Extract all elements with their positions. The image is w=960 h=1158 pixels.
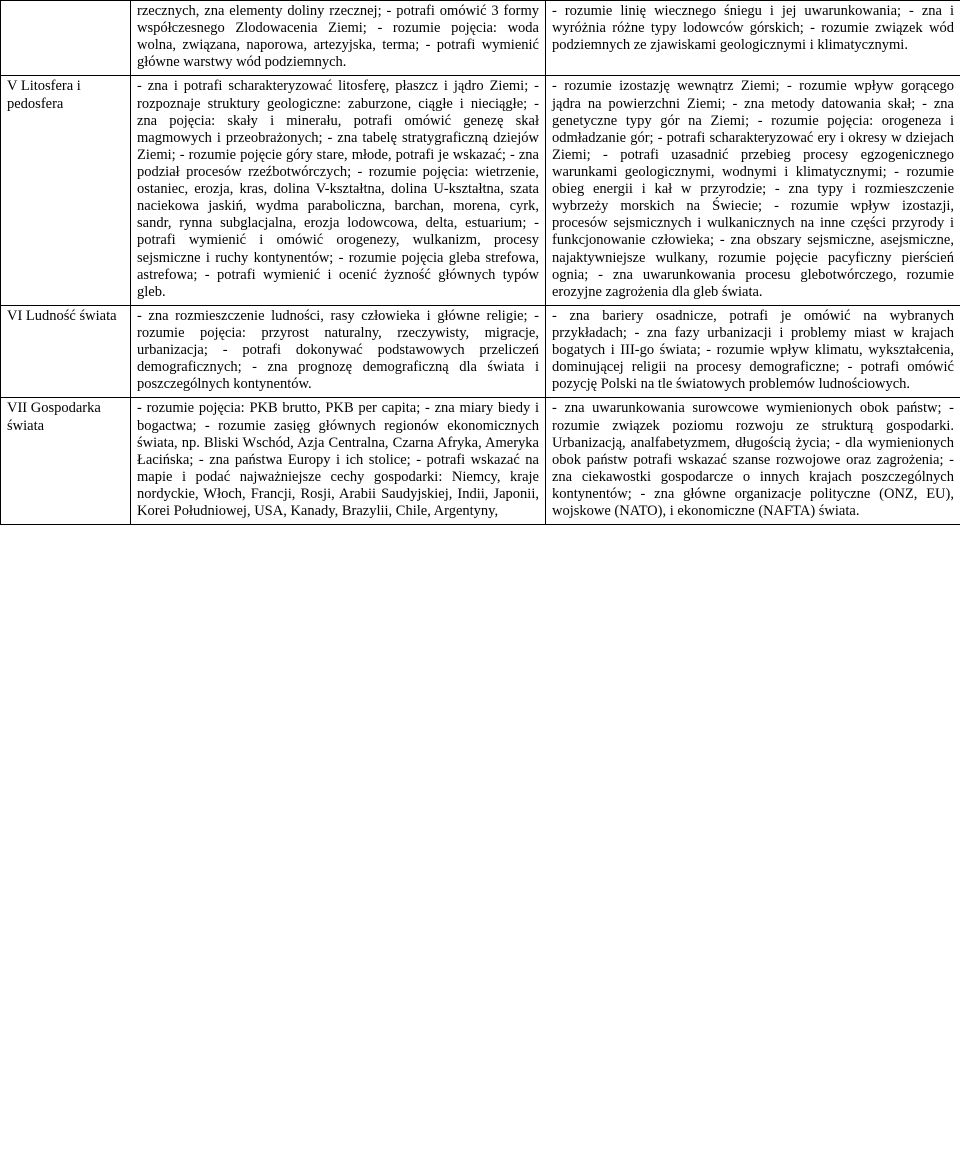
table-row: VII Gospodarka świata - rozumie pojęcia:… (1, 398, 960, 525)
curriculum-table: rzecznych, zna elementy doliny rzecznej;… (0, 0, 960, 525)
table-row: V Litosfera i pedosfera - zna i potrafi … (1, 76, 960, 305)
row-right: - rozumie linię wiecznego śniegu i jej u… (546, 1, 960, 76)
row-label: VI Ludność świata (1, 305, 131, 398)
document-page: rzecznych, zna elementy doliny rzecznej;… (0, 0, 960, 525)
row-mid: - zna i potrafi scharakteryzować litosfe… (131, 76, 546, 305)
row-label: VII Gospodarka świata (1, 398, 131, 525)
row-mid: - zna rozmieszczenie ludności, rasy czło… (131, 305, 546, 398)
table-row: rzecznych, zna elementy doliny rzecznej;… (1, 1, 960, 76)
row-label (1, 1, 131, 76)
row-mid: - rozumie pojęcia: PKB brutto, PKB per c… (131, 398, 546, 525)
row-right: - zna uwarunkowania surowcowe wymieniony… (546, 398, 960, 525)
table-body: rzecznych, zna elementy doliny rzecznej;… (1, 1, 960, 525)
row-right: - rozumie izostazję wewnątrz Ziemi; - ro… (546, 76, 960, 305)
table-row: VI Ludność świata - zna rozmieszczenie l… (1, 305, 960, 398)
row-right: - zna bariery osadnicze, potrafi je omów… (546, 305, 960, 398)
row-mid: rzecznych, zna elementy doliny rzecznej;… (131, 1, 546, 76)
row-label: V Litosfera i pedosfera (1, 76, 131, 305)
